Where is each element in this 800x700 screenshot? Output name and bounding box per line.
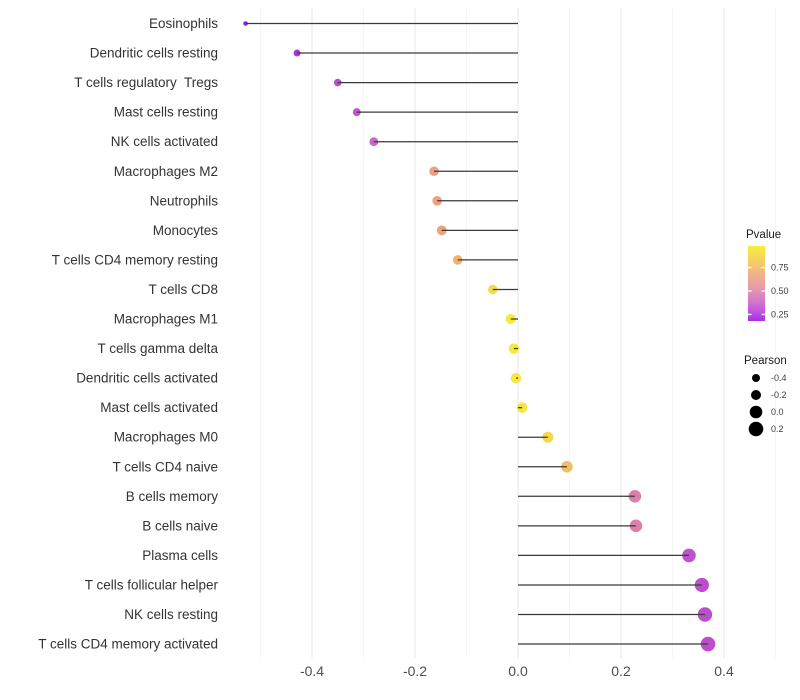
x-tick-label: 0.2 [611, 663, 631, 679]
cell-type-label: T cells CD4 memory activated [38, 637, 218, 652]
rows-layer: Eosinophils Dendritic cells resting T cell… [38, 16, 716, 652]
pearson-legend-label: 0.0 [771, 407, 784, 417]
cell-type-label: T cells follicular helper [85, 577, 219, 592]
cell-type-label: Dendritic cells activated [76, 371, 218, 386]
pearson-legend-label: -0.4 [771, 373, 787, 383]
pvalue-tick-label: 0.25 [771, 309, 789, 319]
cell-type-label: T cells CD8 [148, 282, 218, 297]
pearson-legend-dot [751, 390, 761, 400]
x-tick-label: 0.0 [508, 663, 528, 679]
cell-type-label: Plasma cells [142, 548, 218, 563]
pvalue-colorbar-group: 0.75 0.50 0.25 [748, 246, 789, 321]
cell-type-label: NK cells resting [124, 607, 218, 622]
cell-type-label: T cells regulatory Tregs [74, 75, 218, 90]
cell-type-label: Dendritic cells resting [90, 46, 218, 61]
cell-type-label: Mast cells activated [100, 400, 218, 415]
pearson-legend-label: 0.2 [771, 424, 784, 434]
pearson-legend-dot [752, 374, 760, 382]
cell-type-label: Macrophages M0 [114, 430, 218, 445]
cell-type-label: B cells memory [126, 489, 219, 504]
x-axis: -0.4 -0.2 0.0 0.2 0.4 [300, 663, 734, 679]
pearson-legend-title: Pearson [744, 355, 787, 367]
cell-type-label: T cells CD4 naive [112, 459, 218, 474]
x-tick-label: -0.4 [300, 663, 324, 679]
pvalue-tick-label: 0.50 [771, 286, 789, 296]
cell-type-label: T cells CD4 memory resting [52, 252, 218, 267]
cell-type-label: Eosinophils [149, 16, 218, 31]
pearson-legend-label: -0.2 [771, 390, 787, 400]
pvalue-colorbar [748, 246, 765, 321]
x-tick-label: -0.2 [403, 663, 427, 679]
pvalue-legend-title: Pvalue [746, 229, 781, 241]
cell-type-label: Mast cells resting [114, 105, 218, 120]
cell-type-label: NK cells activated [111, 134, 218, 149]
cell-type-label: Macrophages M1 [114, 312, 218, 327]
pearson-legend-items: -0.4 -0.2 0.0 0.2 [748, 373, 787, 437]
cell-type-label: Macrophages M2 [114, 164, 218, 179]
cell-type-label: Neutrophils [150, 193, 219, 208]
cell-type-label: B cells naive [142, 518, 218, 533]
cell-type-label: T cells gamma delta [97, 341, 218, 356]
pearson-legend-dot [749, 405, 763, 419]
pearson-legend-dot [748, 421, 764, 437]
x-tick-label: 0.4 [714, 663, 734, 679]
pearson-legend: Pearson -0.4 -0.2 0.0 0.2 [744, 355, 787, 437]
pvalue-tick-label: 0.75 [771, 263, 789, 273]
pvalue-legend: Pvalue 0.75 0.50 0.25 [746, 229, 789, 321]
grid-layer [260, 8, 776, 658]
cell-type-label: Monocytes [153, 223, 219, 238]
